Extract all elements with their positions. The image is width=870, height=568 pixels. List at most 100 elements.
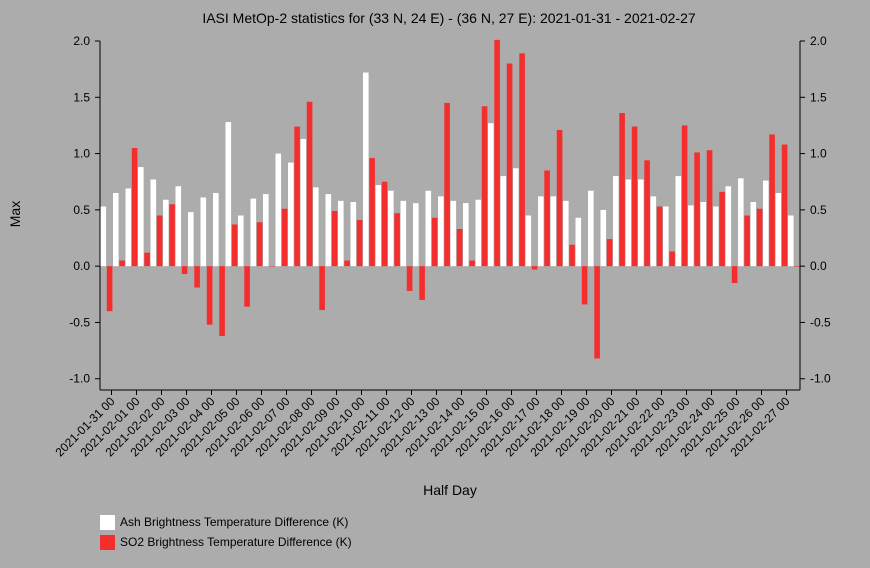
y-tick-label-left: 1.5 [73,90,90,104]
bars-layer [100,39,800,359]
ash-bar [650,196,657,267]
ash-bar [563,200,569,267]
so2-bar [794,266,800,267]
axes-layer [95,40,805,395]
so2-bar [631,126,638,267]
ash-bar [525,215,532,267]
so2-bar [369,158,375,267]
so2-bar [444,102,450,267]
so2-bar [694,152,700,267]
so2-bar [656,206,663,267]
ash-bar [238,215,244,267]
ash-bar [388,190,394,267]
ash-bar [375,185,382,267]
so2-bar [419,266,425,300]
ash-bar [575,217,582,267]
y-tick-label-left: 2.0 [73,34,90,48]
legend-swatch-so2 [100,534,115,550]
ash-bar [263,194,269,267]
y-tick-label-right: 2.0 [810,34,827,48]
so2-bar [556,129,563,267]
labels-layer: 2.0 2.0 1.5 1.5 1.0 1.0 0.5 0.5 0.0 0.0 -0.5 -0.5 -1… [7,10,831,498]
ash-bar [513,168,519,267]
ash-bar [175,186,182,267]
so2-bar [231,224,238,267]
so2-bar [706,150,713,267]
legend: Ash Brightness Temperature Difference (K… [100,512,352,552]
ash-bar [675,176,682,267]
so2-bar [319,266,325,311]
y-tick-label-right: 1.0 [810,147,827,161]
ash-bar [425,190,432,267]
y-tick-label-right: -1.0 [810,372,831,386]
so2-bar [644,160,650,267]
ash-bar [713,206,719,267]
ash-bar [475,199,482,267]
ash-bar [163,199,169,267]
ash-bar [313,187,319,267]
y-tick-label-left: 1.0 [73,147,90,161]
so2-bar [281,208,288,267]
y-tick-label-right: 0.5 [810,203,827,217]
ash-bar [225,122,232,267]
so2-bar [719,191,725,267]
ash-bar [550,196,557,267]
so2-bar [456,229,463,267]
ash-bar [138,167,144,267]
so2-bar [294,126,300,267]
ash-bar [250,198,257,267]
ash-bar [200,197,207,267]
so2-bar [356,220,363,267]
so2-bar [756,208,763,267]
ash-bar [600,209,607,267]
legend-item-ash: Ash Brightness Temperature Difference (K… [100,512,352,532]
so2-bar [144,252,150,267]
so2-bar [269,266,275,267]
ash-bar [463,203,469,267]
y-tick-label-right: 0.0 [810,259,827,273]
so2-bar [731,266,738,284]
so2-bar [744,215,750,267]
y-tick-label-right: -0.5 [810,315,831,329]
ash-bar [738,178,744,267]
y-tick-label-right: 1.5 [810,90,827,104]
so2-bar [544,170,550,267]
so2-bar [619,113,625,267]
ash-bar [613,176,619,267]
so2-bar [169,204,175,267]
so2-bar [519,53,525,267]
so2-bar [131,147,138,267]
so2-bar [344,260,350,267]
ash-bar [500,176,507,267]
so2-bar [331,210,338,267]
y-tick-label-left: -0.5 [69,315,90,329]
ash-bar [213,192,219,267]
y-axis-label: Max [7,201,23,227]
ash-bar [300,138,307,267]
ash-bar [750,201,757,267]
so2-bar [381,181,388,267]
so2-bar [306,101,313,267]
ash-bar [700,201,707,267]
ash-bar [625,179,632,267]
ash-bar [725,186,732,267]
so2-bar [406,266,413,291]
so2-bar [494,39,500,267]
legend-label-ash: Ash Brightness Temperature Difference (K… [120,515,349,529]
so2-bar [244,266,250,307]
so2-bar [606,239,613,267]
so2-bar [681,125,688,267]
ash-bar [100,206,107,267]
ash-bar [538,196,544,267]
ash-bar [450,200,457,267]
ash-bar [763,180,769,267]
y-tick-label-left: 0.5 [73,203,90,217]
ash-bar [413,203,419,267]
so2-bar [431,217,438,267]
ash-bar [350,201,357,267]
ash-bar [400,200,407,267]
so2-bar [781,144,788,267]
so2-bar [769,134,775,267]
